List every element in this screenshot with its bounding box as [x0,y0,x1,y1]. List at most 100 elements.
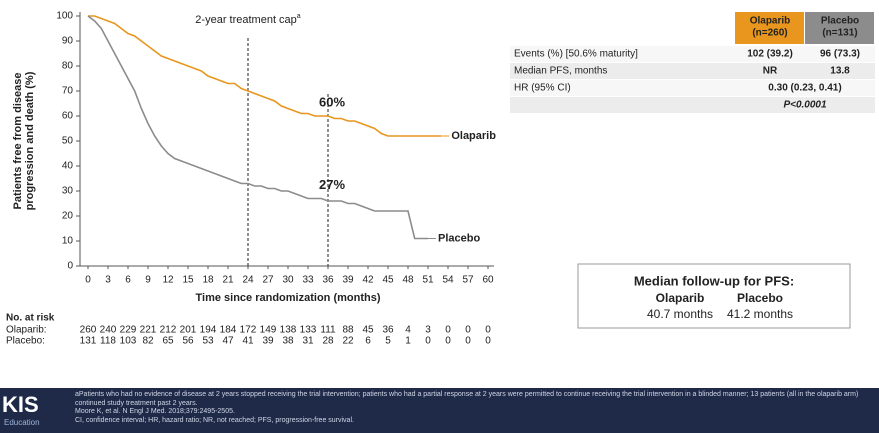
risk-value: 229 [120,325,137,336]
footnote: aPatients who had no evidence of disease… [75,391,859,407]
risk-value: 38 [282,336,294,347]
risk-value: 47 [222,336,234,347]
risk-value: 53 [202,336,214,347]
risk-row-label: Olaparib: [6,325,47,336]
risk-value: 172 [240,325,257,336]
risk-value: 36 [382,325,394,336]
footer: KIS Education aPatients who had no evide… [0,388,879,433]
risk-value: 28 [322,336,334,347]
followup-title: Median follow-up for PFS: [634,273,794,288]
footnotes: aPatients who had no evidence of disease… [75,391,875,425]
x-tick-label: 6 [125,275,131,286]
followup-name: Placebo [737,291,783,305]
x-tick-label: 60 [482,275,494,286]
y-tick-label: 20 [62,211,74,222]
risk-value: 138 [280,325,297,336]
risk-value: 1 [405,336,411,347]
row-bg [510,63,875,79]
cell: NR [763,66,778,77]
point-label: 60% [319,94,345,109]
header-text: Placebo [821,16,859,27]
x-tick-label: 36 [322,275,334,286]
x-tick-label: 12 [162,275,174,286]
x-tick-label: 21 [222,275,234,286]
x-tick-label: 42 [362,275,374,286]
x-tick-label: 54 [442,275,454,286]
risk-value: 65 [162,336,174,347]
annotation: 2-year treatment capa [195,13,301,26]
header-cell [805,12,874,44]
row-bg [510,97,875,113]
y-tick-label: 70 [62,86,74,97]
annotation-sup: a [297,13,301,20]
risk-value: 184 [220,325,237,336]
risk-value: 131 [80,336,97,347]
x-tick-label: 51 [422,275,434,286]
risk-value: 3 [425,325,431,336]
x-tick-label: 39 [342,275,354,286]
x-axis-label: Time since randomization (months) [196,292,381,304]
risk-value: 0 [445,336,451,347]
risk-value: 0 [465,336,471,347]
risk-value: 5 [385,336,391,347]
y-axis-label: progression and death (%) [24,71,36,210]
x-tick-label: 18 [202,275,214,286]
point-label: 27% [319,177,345,192]
risk-value: 56 [182,336,194,347]
cell: 13.8 [830,66,850,77]
risk-value: 0 [485,325,491,336]
series-label: Placebo [438,232,480,244]
risk-value: 221 [140,325,157,336]
risk-value: 4 [405,325,411,336]
x-tick-label: 30 [282,275,294,286]
annotation-text: 2-year treatment cap [195,14,297,26]
y-tick-label: 100 [56,11,73,22]
x-tick-label: 3 [105,275,111,286]
y-tick-label: 40 [62,161,74,172]
cell: 96 (73.3) [820,49,860,60]
header-text: Olaparib [750,16,791,27]
cell: P<0.0001 [783,100,827,111]
followup-value: 41.2 months [727,307,793,321]
row-bg [510,80,875,96]
series-label: Olaparib [451,130,496,142]
risk-value: 22 [342,336,354,347]
risk-value: 0 [425,336,431,347]
x-tick-label: 33 [302,275,314,286]
risk-value: 111 [320,325,336,336]
y-tick-label: 90 [62,36,74,47]
y-tick-label: 60 [62,111,74,122]
risk-row-label: Placebo: [6,336,45,347]
row-label: Events (%) [50.6% maturity] [514,49,638,60]
header-text: (n=131) [822,28,857,39]
risk-value: 82 [142,336,154,347]
x-tick-label: 9 [145,275,151,286]
risk-value: 212 [160,325,177,336]
risk-value: 45 [362,325,374,336]
y-tick-label: 10 [62,236,74,247]
logo-sub: Education [4,418,40,427]
x-tick-label: 0 [85,275,91,286]
risk-value: 6 [365,336,371,347]
y-tick-label: 30 [62,186,74,197]
risk-value: 194 [200,325,217,336]
row-bg [510,46,875,62]
footnote: CI, confidence interval; HR, hazard rati… [75,416,354,424]
risk-value: 133 [300,325,317,336]
risk-value: 118 [100,336,116,347]
risk-value: 149 [260,325,277,336]
risk-value: 201 [180,325,197,336]
x-tick-label: 57 [462,275,474,286]
header-text: (n=260) [752,28,787,39]
followup-value: 40.7 months [647,307,713,321]
risk-value: 0 [465,325,471,336]
y-tick-label: 50 [62,136,74,147]
series-line [87,15,428,240]
series-line [88,15,442,137]
logo: KIS [2,392,39,417]
cell: 102 (39.2) [747,49,793,60]
risk-value: 240 [100,325,117,336]
row-label: HR (95% CI) [514,83,571,94]
x-tick-label: 48 [402,275,414,286]
